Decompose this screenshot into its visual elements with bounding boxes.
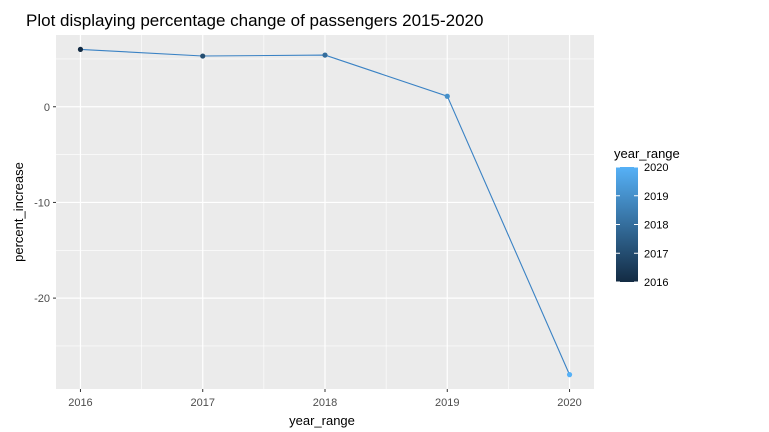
y-tick-label: -20 [34, 293, 50, 305]
data-point [444, 93, 450, 99]
x-axis-title: year_range [289, 413, 355, 428]
major-gridlines [56, 35, 594, 389]
x-tick-label: 2017 [190, 397, 214, 409]
data-point [200, 53, 206, 59]
data-points-layer [77, 46, 573, 378]
x-tick-label: 2020 [557, 397, 581, 409]
chart-title: Plot displaying percentage change of pas… [26, 11, 483, 30]
colorbar-label: 2016 [644, 277, 668, 289]
x-tick-label: 2016 [68, 397, 92, 409]
colorbar [616, 167, 638, 282]
data-point [566, 372, 573, 378]
y-tick-label: 0 [44, 102, 50, 114]
colorbar-label: 2019 [644, 191, 668, 203]
colorbar-label: 2020 [644, 162, 668, 174]
data-point [322, 52, 328, 58]
y-tick-label: -10 [34, 197, 50, 209]
colorbar-ticks: 2020 2019 2018 2017 2016 [616, 162, 668, 289]
x-tick-label: 2018 [313, 397, 337, 409]
x-axis-ticks: 2016 2017 2018 2019 2020 [68, 389, 582, 409]
x-tick-label: 2019 [435, 397, 459, 409]
y-axis-ticks: 0 -10 -20 [34, 102, 56, 305]
colorbar-label: 2018 [644, 220, 668, 232]
colorbar-legend: year_range 2020 2019 2018 2017 2016 [614, 146, 680, 289]
y-axis-title: percent_increase [11, 162, 26, 262]
data-point [77, 46, 84, 52]
legend-title: year_range [614, 146, 680, 161]
colorbar-label: 2017 [644, 248, 668, 260]
